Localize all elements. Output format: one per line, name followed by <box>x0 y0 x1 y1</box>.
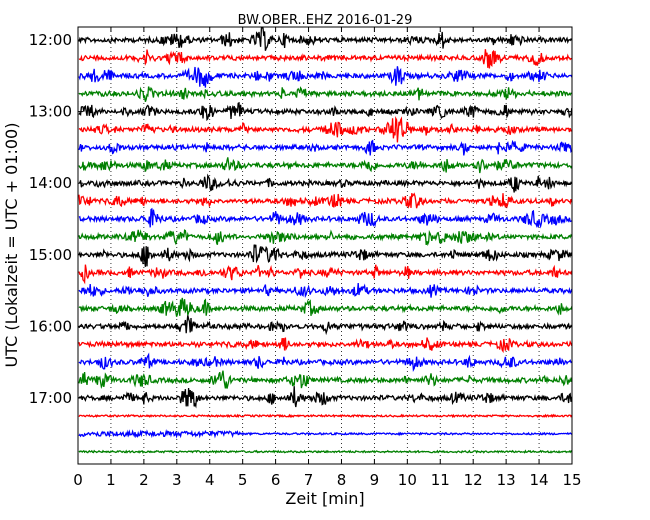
y-tick-label: 17:00 <box>29 389 72 407</box>
seismic-trace <box>78 429 573 439</box>
seismic-trace <box>78 337 573 354</box>
seismic-trace <box>78 27 573 51</box>
seismic-trace <box>78 101 573 122</box>
seismic-trace <box>78 207 573 229</box>
seismic-trace <box>78 297 573 317</box>
y-tick-label: 15:00 <box>29 246 72 264</box>
seismic-trace <box>78 116 572 143</box>
x-tick-label: 11 <box>431 471 450 489</box>
x-tick-label: 7 <box>304 471 314 489</box>
plot-frame <box>77 26 573 465</box>
y-axis-label: UTC (Lokalzeit = UTC + 01:00) <box>2 123 21 368</box>
seismic-trace <box>78 49 573 69</box>
x-tick-label: 6 <box>271 471 281 489</box>
x-tick-label: 5 <box>238 471 248 489</box>
seismic-trace <box>78 315 573 336</box>
seismic-trace <box>78 352 573 372</box>
seismic-trace <box>78 413 573 419</box>
seismic-trace <box>78 449 573 454</box>
seismic-trace <box>78 86 573 103</box>
seismic-trace <box>78 157 573 174</box>
seismic-trace <box>78 66 573 88</box>
x-tick-label: 2 <box>139 471 149 489</box>
y-tick-label: 14:00 <box>29 174 72 192</box>
seismic-trace <box>78 244 573 267</box>
seismic-trace <box>78 192 573 209</box>
y-axis: 12:00 13:00 14:00 15:00 16:00 17:00 <box>29 31 572 407</box>
seismic-trace <box>78 386 573 409</box>
x-tick-label: 10 <box>398 471 417 489</box>
x-tick-label: 14 <box>530 471 549 489</box>
y-tick-label: 13:00 <box>29 103 72 121</box>
y-tick-label: 12:00 <box>29 31 72 49</box>
y-tick-label: 16:00 <box>29 317 72 335</box>
x-tick-label: 15 <box>562 471 581 489</box>
x-axis: 0 1 2 3 4 5 6 7 8 9 10 11 12 13 14 15 <box>73 27 582 489</box>
x-tick-label: 13 <box>497 471 516 489</box>
chart-title: BW.OBER..EHZ 2016-01-29 <box>238 13 413 28</box>
seismic-trace <box>78 264 573 285</box>
seismic-trace <box>78 370 573 390</box>
x-tick-label: 8 <box>337 471 347 489</box>
seismic-trace <box>78 139 573 156</box>
x-tick-label: 9 <box>370 471 380 489</box>
seismic-trace <box>78 229 573 247</box>
x-tick-label: 0 <box>73 471 83 489</box>
x-axis-label: Zeit [min] <box>285 489 364 508</box>
seismic-traces <box>78 27 573 454</box>
seismic-trace <box>79 173 573 193</box>
seismic-trace <box>78 283 573 299</box>
x-tick-label: 3 <box>172 471 182 489</box>
grid-lines <box>110 27 540 464</box>
x-tick-label: 4 <box>205 471 215 489</box>
x-tick-label: 12 <box>464 471 483 489</box>
x-tick-label: 1 <box>106 471 116 489</box>
